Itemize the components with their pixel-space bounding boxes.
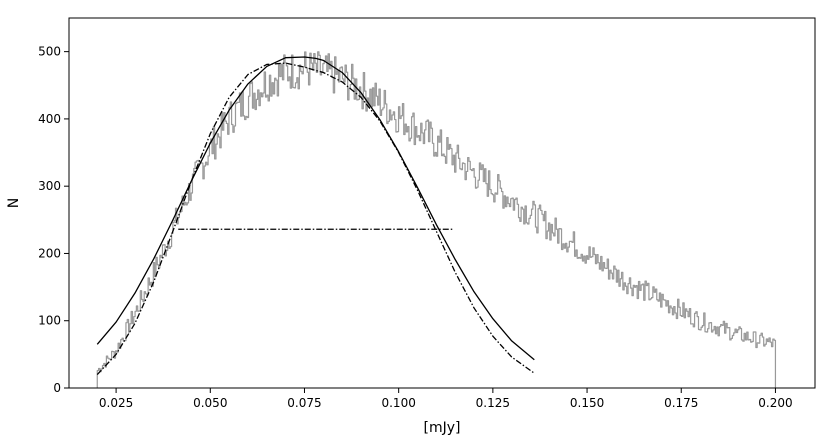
x-tick-label: 0.050 xyxy=(193,396,227,410)
x-tick-label: 0.150 xyxy=(570,396,604,410)
y-tick-label: 0 xyxy=(53,381,61,395)
x-tick-label: 0.100 xyxy=(381,396,415,410)
y-tick-label: 300 xyxy=(38,179,61,193)
plot-frame xyxy=(68,17,816,389)
series-2 xyxy=(96,62,535,375)
series-1 xyxy=(96,56,535,361)
x-tick-label: 0.125 xyxy=(476,396,510,410)
x-tick-label: 0.200 xyxy=(758,396,792,410)
y-tick-label: 500 xyxy=(38,45,61,59)
series-0 xyxy=(96,51,777,388)
y-axis-title: N xyxy=(6,198,22,208)
x-axis-title: [mJy] xyxy=(424,420,461,436)
x-tick-label: 0.075 xyxy=(287,396,321,410)
y-axis: 0 100 200 300 400 500 xyxy=(38,45,69,395)
y-tick-label: 400 xyxy=(38,112,61,126)
x-tick-label: 0.025 xyxy=(99,396,133,410)
x-axis: 0.025 0.050 0.075 0.100 0.125 0.150 0.175 0.200 xyxy=(99,388,793,410)
plot-area xyxy=(96,51,777,388)
x-tick-label: 0.175 xyxy=(664,396,698,410)
y-tick-label: 100 xyxy=(38,314,61,328)
y-tick-label: 200 xyxy=(38,246,61,260)
